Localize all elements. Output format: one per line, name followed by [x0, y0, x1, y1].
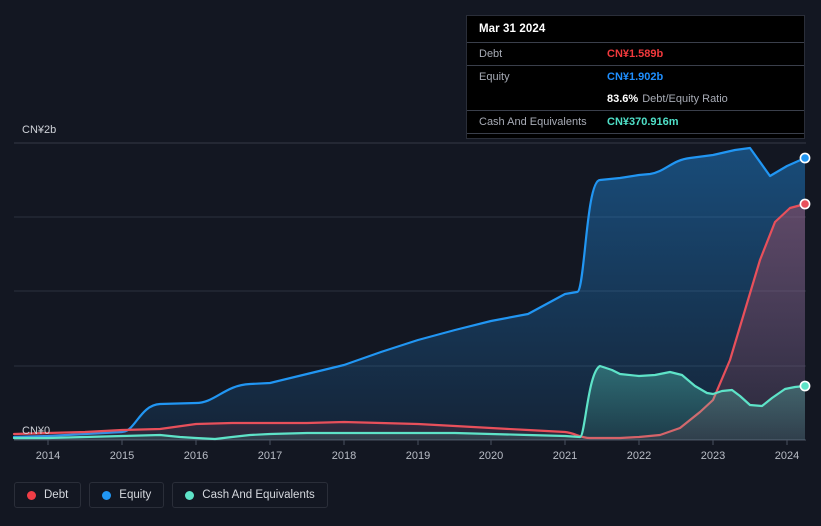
x-axis-ticks	[47, 440, 788, 445]
legend-dot-debt-icon	[27, 490, 36, 500]
x-tick-2017: 2017	[257, 450, 283, 462]
tooltip-row-cash: Cash And Equivalents CN¥370.916m	[467, 110, 804, 133]
tooltip-debt-label: Debt	[479, 48, 503, 60]
legend-item-debt[interactable]: Debt	[14, 482, 82, 508]
x-tick-2020: 2020	[478, 450, 504, 462]
legend-dot-cash-icon	[185, 490, 195, 500]
legend-label-cash-and-equivalents: Cash And Equivalents	[202, 489, 315, 501]
tooltip-date: Mar 31 2024	[479, 23, 546, 35]
legend-label-equity: Equity	[119, 489, 152, 501]
debt-end-marker	[799, 198, 811, 210]
tooltip-row-equity: Equity CN¥1.902b	[467, 65, 804, 88]
x-tick-2015: 2015	[109, 450, 135, 462]
tooltip-equity-value: CN¥1.902b	[607, 71, 664, 83]
tooltip-cash-value: CN¥370.916m	[607, 116, 679, 128]
tooltip-ratio-label: Debt/Equity Ratio	[642, 93, 728, 105]
y-axis-top-label: CN¥2b	[22, 124, 57, 136]
x-tick-2021: 2021	[552, 450, 578, 462]
tooltip-row-ratio: 83.6% Debt/Equity Ratio	[467, 88, 804, 110]
legend-dot-equity-icon	[102, 490, 112, 500]
legend-label-debt: Debt	[44, 489, 69, 501]
tooltip-row-debt: Debt CN¥1.589b	[467, 42, 804, 65]
equity-end-marker	[799, 152, 811, 164]
legend-item-equity[interactable]: Equity	[89, 482, 165, 508]
chart-legend: Debt Equity Cash And Equivalents	[14, 482, 328, 508]
cash-end-marker	[799, 380, 811, 392]
series-equity	[12, 146, 807, 440]
chart-plot-area	[12, 142, 811, 445]
tooltip-bottom-divider	[467, 133, 804, 134]
x-tick-2018: 2018	[331, 450, 357, 462]
series-end-markers	[799, 152, 811, 392]
tooltip-debt-value: CN¥1.589b	[607, 48, 664, 60]
legend-item-cash-and-equivalents[interactable]: Cash And Equivalents	[172, 482, 328, 508]
x-tick-2024: 2024	[774, 450, 800, 462]
x-tick-2019: 2019	[405, 450, 431, 462]
y-axis-zero-label: CN¥0	[22, 425, 51, 437]
x-tick-2014: 2014	[35, 450, 61, 462]
x-tick-2023: 2023	[700, 450, 726, 462]
x-tick-2022: 2022	[626, 450, 652, 462]
x-tick-2016: 2016	[183, 450, 209, 462]
tooltip-cash-label: Cash And Equivalents	[479, 116, 587, 128]
series-cash-and-equivalents	[12, 364, 807, 441]
tooltip-ratio-percent: 83.6%	[607, 93, 639, 105]
chart-tooltip: Mar 31 2024 Debt CN¥1.589b Equity CN¥1.9…	[466, 15, 805, 139]
tooltip-equity-label: Equity	[479, 71, 510, 83]
